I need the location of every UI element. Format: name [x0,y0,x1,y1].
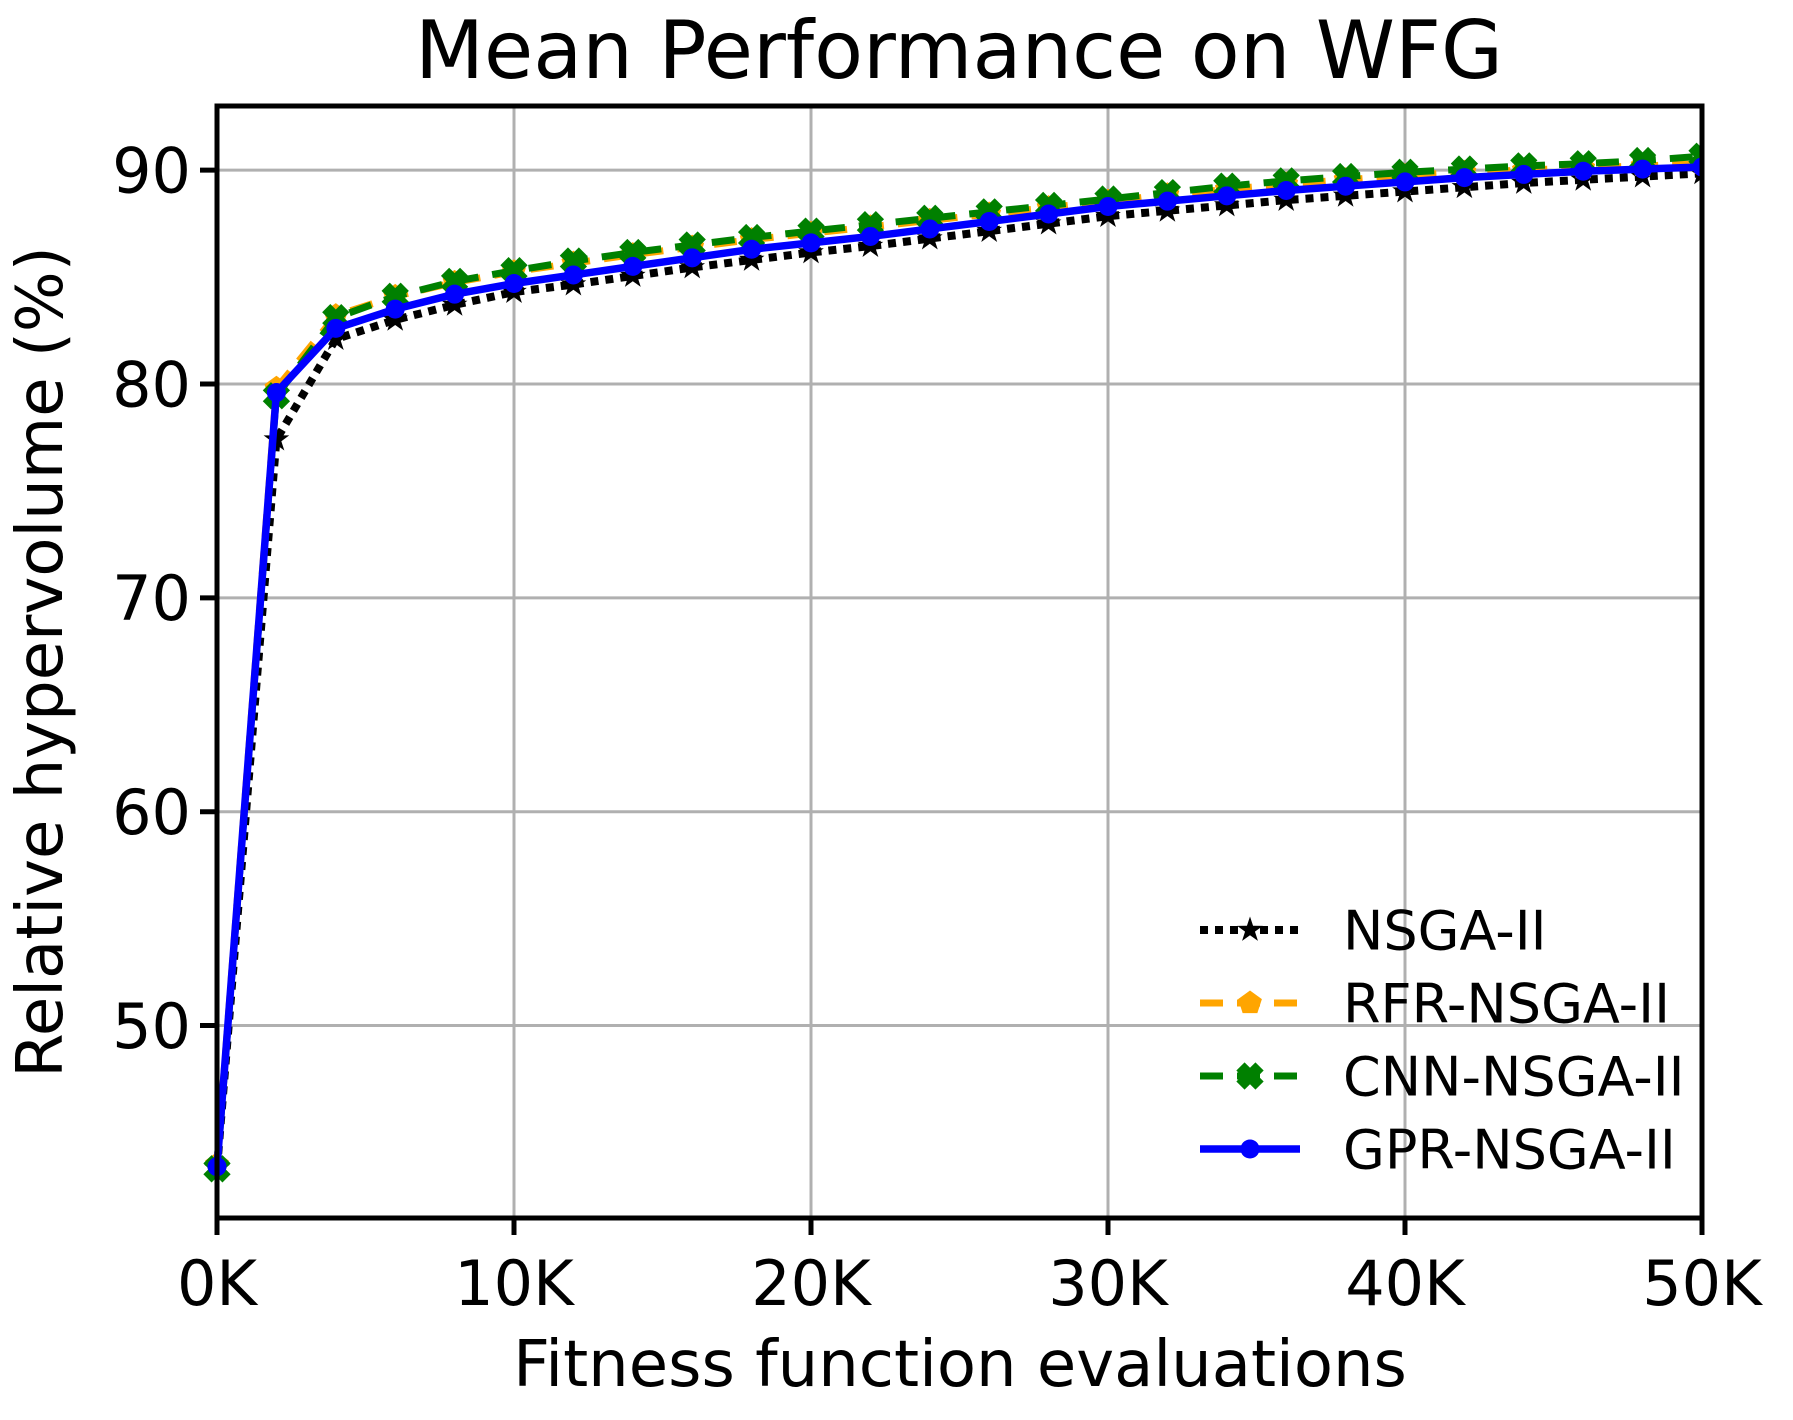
circle-marker [445,284,465,304]
legend-label-cnn-nsga-ii: CNN-NSGA-II [1343,1045,1685,1108]
tick-layer: 0K 10K 20K 30K 40K 50K 50 60 70 80 90 [112,134,1763,1320]
y-tick-label: 60 [112,776,191,849]
x-tick-label: 0K [177,1247,258,1320]
circle-marker [1336,176,1356,196]
circle-marker [682,248,702,268]
circle-marker [742,239,762,259]
circle-marker [1514,164,1534,184]
series-gpr-nsga-ii [207,157,1704,1177]
circle-marker [1217,186,1237,206]
circle-marker [504,273,524,293]
y-tick-label: 50 [112,990,191,1063]
x-tick-label: 20K [751,1247,872,1320]
circle-marker [563,265,583,285]
series-markers-gpr-nsga-ii [207,157,1704,1177]
circle-marker [623,256,643,276]
circle-marker [1573,161,1593,181]
circle-marker [326,318,346,338]
circle-marker [979,211,999,231]
circle-marker [1157,191,1177,211]
y-tick-label: 80 [112,348,191,421]
legend-label-rfr-nsga-ii: RFR-NSGA-II [1343,972,1670,1035]
legend-entry-rfr-nsga-ii: RFR-NSGA-II [1200,972,1670,1035]
series-line-gpr-nsga-ii [213,163,1703,1167]
circle-marker [860,226,880,246]
legend-label-nsga-ii: NSGA-II [1343,899,1547,962]
circle-marker [801,233,821,253]
x-marker [619,238,647,267]
axes-layer: 0K 10K 20K 30K 40K 50K 50 60 70 80 90 [112,103,1763,1320]
x-tick-label: 40K [1345,1247,1466,1320]
legend-entry-cnn-nsga-ii: CNN-NSGA-II [1200,1045,1685,1108]
legend-entry-nsga-ii: NSGA-II [1200,899,1547,962]
star-marker [1237,916,1263,941]
y-axis-label: Relative hypervolume (%) [4,246,78,1077]
pentagon-marker [1238,990,1262,1014]
legend-label-gpr-nsga-ii: GPR-NSGA-II [1343,1118,1676,1181]
x-marker [1236,1062,1264,1090]
x-tick-label: 30K [1048,1247,1169,1320]
series-layer [203,142,1704,1183]
legend-entry-gpr-nsga-ii: GPR-NSGA-II [1200,1118,1676,1181]
x-marker [559,247,588,275]
circle-marker [1633,159,1653,179]
circle-marker [1454,168,1474,188]
circle-marker [920,219,940,239]
x-axis-label: Fitness function evaluations [513,1328,1407,1402]
x-tick-label: 50K [1642,1247,1763,1320]
circle-marker [1240,1139,1260,1159]
circle-marker [1039,204,1059,224]
circle-marker [1395,172,1415,192]
circle-marker [385,299,405,319]
plot-border [214,103,1705,1221]
circle-marker [1098,197,1118,217]
y-tick-label: 70 [112,562,191,635]
legend: NSGA-II RFR-NSGA-II CNN-NSGA-II GPR-NSGA-II [1200,899,1685,1181]
x-tick-label: 10K [454,1247,575,1320]
chart-title: Mean Performance on WFG [415,4,1503,97]
circle-marker [1276,180,1296,200]
circle-marker [266,383,286,403]
y-tick-label: 90 [112,134,191,207]
